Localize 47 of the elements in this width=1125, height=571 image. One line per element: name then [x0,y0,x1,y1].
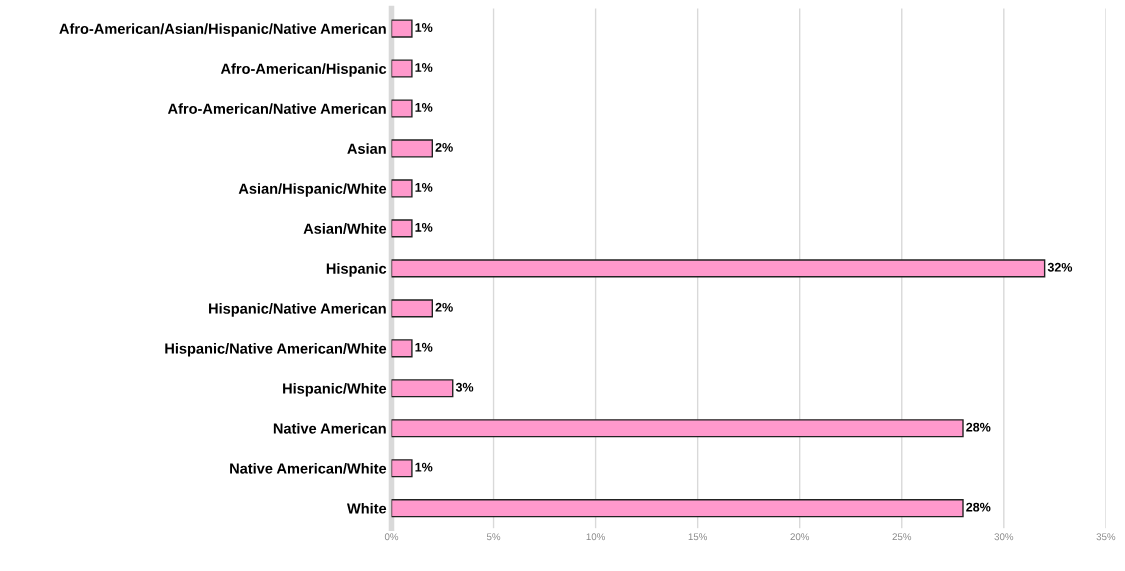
y-tick-label: Asian [347,143,386,154]
y-tick-label: White [346,502,387,514]
bar [391,179,413,198]
bar [391,459,413,478]
y-tick-label: Afro-American/Hispanic [220,63,387,77]
data-label: 1% [415,182,433,192]
data-label: 3% [455,382,474,392]
data-label: 1% [415,462,433,472]
x-tick-label: 35% [1096,533,1116,541]
bar [391,259,1046,278]
x-tick-label: 10% [586,533,605,541]
y-tick-label: Hispanic/White [283,383,387,397]
bar [391,219,413,238]
y-tick-label: Hispanic/Native American [209,303,386,317]
data-label: 1% [415,342,433,352]
bar [391,339,413,358]
data-label: 2% [435,142,453,152]
bar [391,19,413,38]
bar [391,419,964,438]
data-label: 32% [1047,262,1073,272]
y-tick-label: Afro-American/Asian/Hispanic/Native American [59,23,386,37]
y-tick-label: Native American [273,422,386,434]
data-label: 28% [966,502,991,512]
bar [391,139,434,158]
x-tick-label: 30% [994,533,1014,541]
x-tick-label: 25% [892,533,912,541]
data-label: 2% [435,302,453,312]
data-label: 1% [415,23,433,32]
data-label: 28% [966,422,991,432]
data-label: 1% [415,222,433,232]
x-tick-label: 0% [384,533,399,541]
bar [391,99,413,118]
bar [391,59,413,78]
y-tick-label: Afro-American/Native American [167,103,386,115]
bar [391,299,434,318]
y-tick-label: Asian/Hispanic/White [238,183,387,197]
y-tick-label: Asian/White [303,223,387,234]
bar [391,499,964,518]
x-tick-label: 20% [790,533,810,541]
bar [391,379,454,398]
y-tick-label: Hispanic [326,263,387,277]
x-tick-label: 15% [688,533,708,541]
y-tick-label: Hispanic/Native American/White [165,343,387,357]
data-label: 1% [415,63,433,72]
y-tick-label: Native American/White [230,462,387,474]
data-label: 1% [415,103,433,112]
x-tick-label: 5% [486,533,501,541]
